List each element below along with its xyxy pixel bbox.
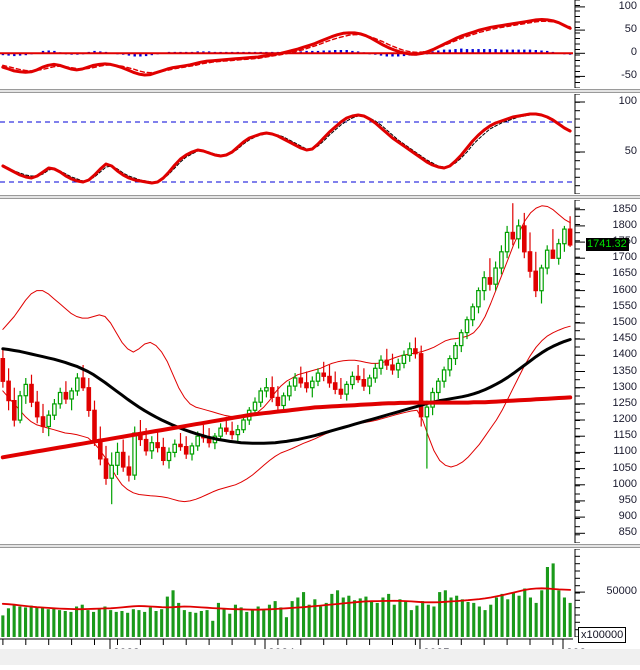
axis-tick-label: 1800 xyxy=(612,218,637,231)
axis-tick-label: 1350 xyxy=(612,364,637,377)
rsi-axis-ticks xyxy=(574,94,585,194)
macd-panel[interactable]: 100 50 0 -50 xyxy=(0,0,640,88)
axis-tick-label: 1700 xyxy=(612,251,637,264)
volume-svg xyxy=(1,563,572,637)
volume-plot-area[interactable] xyxy=(0,549,573,637)
axis-tick-label: 1000 xyxy=(612,477,637,490)
axis-tick-label: 1450 xyxy=(612,332,637,345)
axis-tick-label: 100 xyxy=(618,95,637,107)
panel-divider-1 xyxy=(0,88,640,94)
panel-divider-2 xyxy=(0,194,640,200)
price-axis-ticks xyxy=(574,200,585,543)
axis-tick-label: 1600 xyxy=(612,283,637,296)
axis-tick-label: 1050 xyxy=(612,461,637,474)
rsi-plot-area[interactable] xyxy=(0,94,573,194)
axis-tick-label: -50 xyxy=(621,69,637,82)
axis-tick-label: 50 xyxy=(624,23,637,36)
macd-plot-area[interactable] xyxy=(0,0,573,88)
macd-svg xyxy=(0,18,573,77)
axis-tick-label: 950 xyxy=(618,493,637,506)
axis-tick-label: 1150 xyxy=(613,429,637,442)
price-plot-area[interactable] xyxy=(0,200,573,543)
axis-tick-label: 1200 xyxy=(612,413,637,426)
volume-y-axis: 50000 xyxy=(573,549,640,637)
price-panel[interactable]: 1850180017501700165016001550150014501400… xyxy=(0,200,640,543)
price-y-axis: 1850180017501700165016001550150014501400… xyxy=(573,200,640,543)
axis-tick-label: 1500 xyxy=(612,315,637,328)
axis-tick-label: 1250 xyxy=(612,396,637,409)
macd-axis-ticks xyxy=(574,0,585,88)
axis-tick-label: 1400 xyxy=(612,348,637,361)
last-price-tag: 1741.32 xyxy=(586,237,629,251)
rsi-panel[interactable]: 100 50 xyxy=(0,94,640,194)
axis-tick-label: 1300 xyxy=(612,380,637,393)
volume-axis-ticks xyxy=(574,549,585,637)
axis-tick-label: 1850 xyxy=(612,202,637,215)
window-footer-bar xyxy=(0,649,640,665)
axis-tick-label: 100 xyxy=(618,0,637,12)
axis-tick-label: 1550 xyxy=(612,299,637,312)
axis-tick-label: 900 xyxy=(618,510,637,523)
volume-multiplier-label: x100000 xyxy=(578,627,627,643)
volume-panel[interactable]: 50000 xyxy=(0,549,640,637)
axis-tick-label: 0 xyxy=(630,46,637,59)
price-svg xyxy=(0,203,573,505)
rsi-y-axis: 100 50 xyxy=(573,94,640,194)
axis-tick-label: 1650 xyxy=(612,267,637,280)
axis-tick-label: 1100 xyxy=(613,445,637,458)
axis-tick-label: 50 xyxy=(624,145,637,157)
axis-tick-label: 850 xyxy=(618,526,637,539)
panel-divider-3 xyxy=(0,543,640,549)
axis-tick-label: 50000 xyxy=(606,585,637,598)
rsi-svg xyxy=(0,112,573,185)
macd-y-axis: 100 50 0 -50 xyxy=(573,0,640,88)
